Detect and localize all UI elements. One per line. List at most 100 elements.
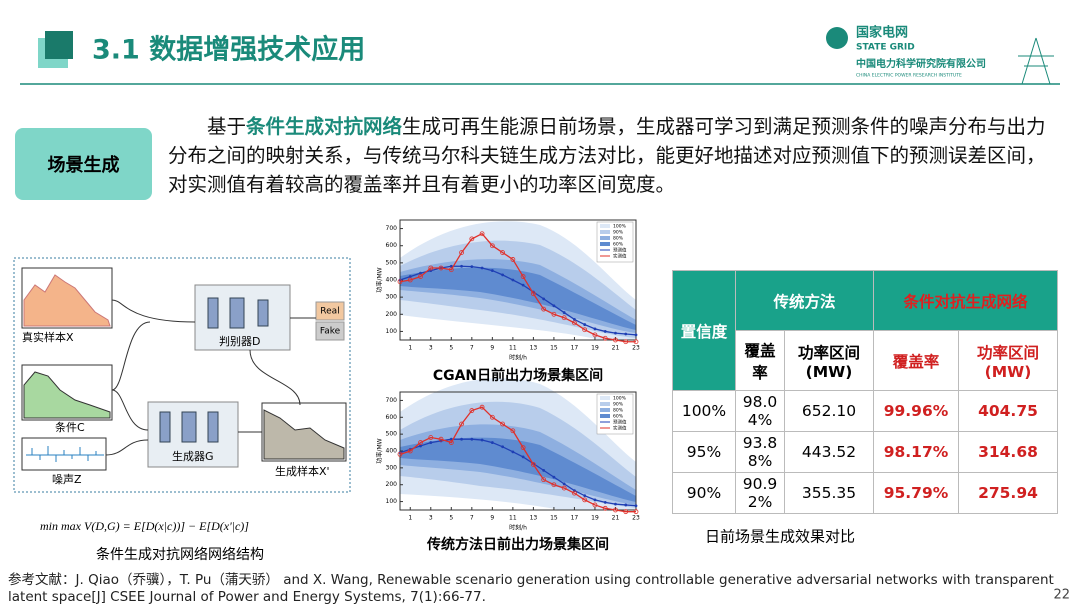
legend-swatch	[600, 236, 610, 240]
table: 置信度 传统方法 条件对抗生成网络 覆盖率 功率区间(MW) 覆盖率 功率区间(MW) 1…	[672, 270, 1058, 514]
point	[593, 498, 597, 502]
legend-swatch	[600, 224, 610, 228]
legend-swatch	[600, 408, 610, 412]
series-line	[399, 438, 637, 507]
point	[460, 264, 463, 268]
point	[573, 318, 576, 321]
cell: 355.35	[784, 472, 874, 514]
point	[541, 477, 547, 483]
diagram-frame	[13, 257, 351, 493]
legend-swatch	[600, 402, 610, 406]
point	[428, 435, 434, 440]
bands	[400, 221, 636, 340]
point	[634, 504, 638, 508]
point	[542, 468, 546, 472]
label: 生成器G	[172, 449, 214, 463]
arrows	[105, 299, 316, 456]
chart-title: 传统方法日前出力场景集区间	[426, 536, 609, 553]
y-label: 功率/MW	[376, 267, 384, 292]
point	[583, 494, 587, 498]
point	[459, 250, 464, 255]
point	[500, 250, 506, 255]
x-tick-label: 13	[530, 515, 538, 522]
point	[634, 333, 638, 337]
cell: 314.68	[958, 431, 1058, 473]
legend-label: 90%	[613, 402, 624, 408]
cell: 443.52	[784, 431, 874, 473]
legend-swatch	[600, 414, 610, 418]
y-tick-label: 700	[386, 397, 398, 404]
x-tick-label: 5	[449, 345, 453, 352]
x-label: 时刻/h	[509, 524, 527, 532]
point	[520, 274, 526, 279]
institute-en: CHINA ELECTRIC POWER RESEARCH INSTITUTE	[856, 73, 962, 79]
point	[613, 337, 618, 343]
point	[623, 509, 629, 515]
band	[400, 267, 636, 330]
point	[602, 505, 608, 511]
point	[552, 475, 556, 479]
tower	[1018, 37, 1054, 85]
y-tick-label: 400	[386, 277, 398, 284]
y-tick-label: 300	[386, 294, 398, 301]
point	[583, 323, 587, 326]
y-tick-label: 300	[386, 464, 398, 471]
legend-label: 预测值	[613, 247, 627, 254]
point	[418, 440, 423, 445]
x-tick-label: 21	[612, 345, 620, 352]
institute: 中国电力科学研究院有限公司	[856, 57, 986, 70]
caption: 条件生成对抗网络网络结构	[96, 546, 264, 563]
y-tick-label: 200	[386, 311, 398, 318]
fake-box	[315, 321, 345, 341]
y-tick-label: 600	[386, 414, 398, 421]
logo-cn: 国家电网	[856, 25, 908, 41]
label: 真实样本X	[22, 330, 74, 344]
y-tick-label: 500	[386, 259, 398, 266]
logo	[826, 27, 848, 49]
blocks	[159, 411, 219, 443]
logo-en: STATE GRID	[856, 43, 915, 53]
point	[530, 462, 536, 467]
legend-label: 60%	[613, 242, 624, 248]
x-tick-label: 17	[571, 515, 579, 522]
x-tick-label: 3	[429, 345, 433, 352]
point	[551, 482, 557, 488]
point	[592, 332, 598, 338]
th: 功率区间(MW)	[958, 330, 1058, 391]
point	[407, 448, 413, 454]
cell: 652.10	[784, 390, 874, 432]
real-plot	[23, 274, 111, 327]
x-tick-label: 23	[632, 345, 640, 352]
x-tick-label: 19	[591, 345, 599, 352]
x-tick-label: 11	[509, 515, 517, 522]
point	[500, 421, 506, 427]
legend-label: 100%	[613, 396, 627, 402]
x-tick-label: 9	[490, 345, 494, 352]
y-tick-label: 500	[386, 431, 398, 438]
x-tick-label: 1	[408, 345, 412, 352]
point	[480, 438, 484, 442]
formula: min max V(D,G) = E[D(x|c))] − E[D(x'|c)]	[40, 519, 249, 533]
legend-label: 实测值	[613, 253, 627, 260]
title: 3.1 数据增强技术应用	[92, 34, 365, 66]
x-tick-label: 13	[530, 345, 538, 352]
point	[633, 339, 639, 345]
point	[542, 297, 546, 301]
point	[510, 428, 516, 434]
point	[582, 327, 588, 333]
table-caption: 日前场景生成效果对比	[705, 528, 855, 546]
cell: 95.79%	[873, 472, 959, 514]
gen-plot	[263, 409, 345, 460]
point	[470, 265, 474, 269]
point	[562, 482, 566, 486]
point	[613, 507, 618, 513]
label: 生成样本X'	[275, 464, 330, 478]
y-tick-label: 600	[386, 242, 398, 249]
cell: 404.75	[958, 390, 1058, 432]
x-tick-label: 5	[449, 515, 453, 522]
text: 基于	[207, 115, 247, 138]
point	[624, 503, 628, 507]
point	[460, 437, 463, 441]
cell: 98.04%	[735, 390, 785, 432]
point	[552, 304, 556, 308]
